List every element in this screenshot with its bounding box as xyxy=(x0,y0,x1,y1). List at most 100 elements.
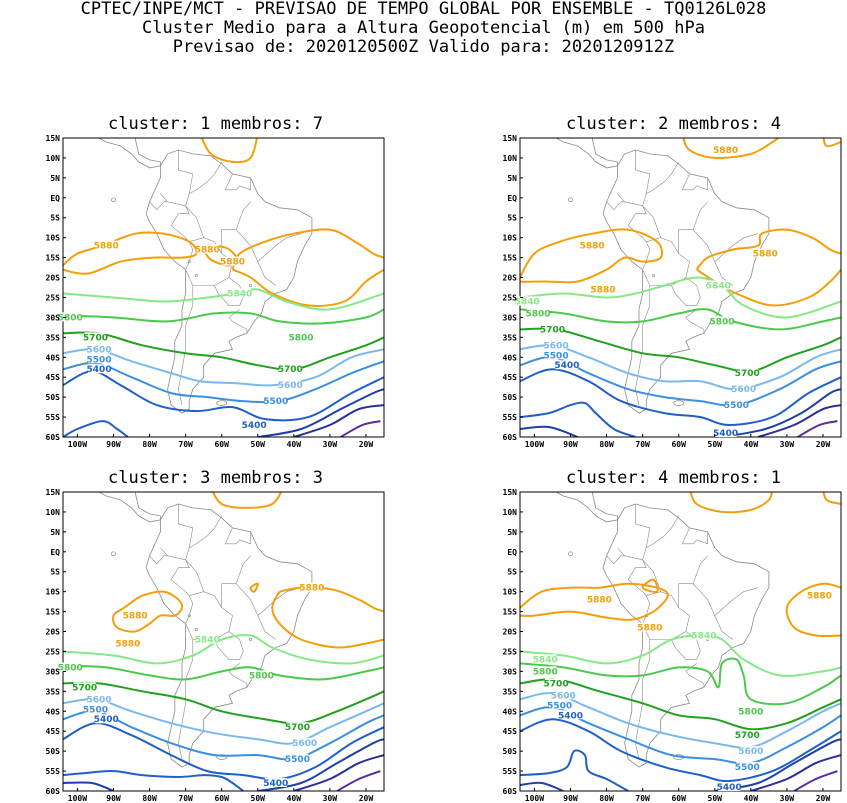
contour-label-bg xyxy=(95,240,118,250)
contour-label: 5500 xyxy=(547,701,572,711)
contour-label: 5800 xyxy=(58,663,83,673)
lake xyxy=(249,638,253,642)
country-border xyxy=(642,205,661,238)
contour-deep1 xyxy=(714,738,841,791)
y-tick-label: 45S xyxy=(46,373,61,382)
country-border xyxy=(189,515,222,549)
country-border xyxy=(214,631,244,660)
country-border xyxy=(681,173,708,191)
y-tick-label: 5N xyxy=(507,174,517,183)
island xyxy=(110,197,117,203)
contour-c5500 xyxy=(63,360,384,404)
contour-label-bg xyxy=(545,678,568,688)
contour-label-bg xyxy=(692,630,715,640)
contour-label: 5700 xyxy=(83,333,108,343)
y-tick-label: 10S xyxy=(503,234,518,243)
x-tick-label: 20W xyxy=(816,794,831,803)
contour-label-bg xyxy=(228,288,251,298)
contour-label: 5700 xyxy=(540,325,565,335)
contour-deep1 xyxy=(520,781,564,791)
contour-label: 5700 xyxy=(72,683,97,693)
contour-label-bg xyxy=(59,312,82,322)
y-tick-label: 50S xyxy=(46,393,61,402)
contour-label-bg xyxy=(725,400,748,410)
panel-3-map: 5880 5880 5880 5840 5800 5800 5700 5700 5600 5600… xyxy=(46,488,385,803)
country-border xyxy=(257,233,302,262)
x-tick-label: 90W xyxy=(563,794,578,803)
contour-label-bg xyxy=(286,722,309,732)
coastline-layer xyxy=(98,138,313,414)
contour-label: 5880 xyxy=(195,246,220,256)
country-border xyxy=(178,150,194,206)
contour-label: 5880 xyxy=(590,285,615,295)
contour-label-bg xyxy=(534,654,557,664)
contour-label: 5500 xyxy=(724,401,749,411)
contour-label: 5600 xyxy=(292,739,317,749)
contour-lines xyxy=(63,138,384,437)
contour-deep2 xyxy=(750,754,841,791)
country-border xyxy=(185,591,233,640)
contour-c5880 xyxy=(231,228,384,271)
y-tick-label: 40S xyxy=(46,707,61,716)
contour-label-bg xyxy=(541,324,564,334)
y-tick-label: 50S xyxy=(503,747,518,756)
contour-label-bg xyxy=(279,380,302,390)
contour-c5880 xyxy=(63,231,198,275)
y-tick-label: EQ xyxy=(50,548,60,557)
y-tick-label: 50S xyxy=(503,393,518,402)
contour-c5400 xyxy=(63,722,384,781)
y-tick-label: EQ xyxy=(507,194,517,203)
lake xyxy=(187,260,191,264)
contour-c5880 xyxy=(785,582,841,638)
contour-label: 5800 xyxy=(533,667,558,677)
contour-label-bg xyxy=(754,248,777,258)
contour-label-bg xyxy=(516,296,539,306)
plot-frame xyxy=(62,137,385,438)
country-border xyxy=(678,229,733,286)
x-tick-label: 30W xyxy=(780,794,795,803)
x-tick-label: 90W xyxy=(106,440,121,449)
y-tick-label: 45S xyxy=(503,373,518,382)
contour-c5880 xyxy=(520,582,669,621)
country-border xyxy=(257,587,302,616)
contour-label-bg xyxy=(714,428,737,438)
y-tick-label: 15S xyxy=(503,608,518,617)
country-border xyxy=(606,193,626,211)
contour-label: 5600 xyxy=(738,747,763,757)
y-tick-label: 25S xyxy=(46,647,61,656)
lake xyxy=(249,284,253,288)
contour-c5840 xyxy=(520,634,841,677)
contour-deep3 xyxy=(340,420,381,437)
contour-label: 5500 xyxy=(83,705,108,715)
country-border xyxy=(214,277,244,306)
contour-label-bg xyxy=(88,354,111,364)
island xyxy=(567,551,574,557)
contour-label-bg xyxy=(84,704,107,714)
panel-4-title: cluster: 4 membros: 1 xyxy=(566,468,781,488)
y-tick-label: 35S xyxy=(46,687,61,696)
south-america-coast xyxy=(602,149,770,414)
contour-label: 5500 xyxy=(263,397,288,407)
country-border xyxy=(185,237,233,286)
contour-deep3 xyxy=(797,420,838,437)
x-tick-label: 30W xyxy=(780,440,795,449)
country-border xyxy=(646,161,679,195)
y-tick-label: 25S xyxy=(46,293,61,302)
contour-label-bg xyxy=(73,682,96,692)
y-tick-label: 10S xyxy=(46,234,61,243)
country-border xyxy=(646,515,679,549)
x-tick-label: 50W xyxy=(251,440,266,449)
x-tick-label: 70W xyxy=(178,440,193,449)
contour-label: 5880 xyxy=(580,242,605,252)
island xyxy=(139,460,161,468)
x-tick-label: 60W xyxy=(214,440,229,449)
contour-deep1 xyxy=(257,388,384,437)
contour-label: 5800 xyxy=(249,671,274,681)
contour-label: 5400 xyxy=(263,779,288,789)
contour-label-bg xyxy=(710,316,733,326)
contour-label: 5700 xyxy=(735,369,760,379)
contour-c5880 xyxy=(112,590,184,633)
panel-3-title: cluster: 3 membros: 3 xyxy=(108,468,323,488)
y-tick-label: 30S xyxy=(503,313,518,322)
contour-c5800 xyxy=(520,308,841,331)
